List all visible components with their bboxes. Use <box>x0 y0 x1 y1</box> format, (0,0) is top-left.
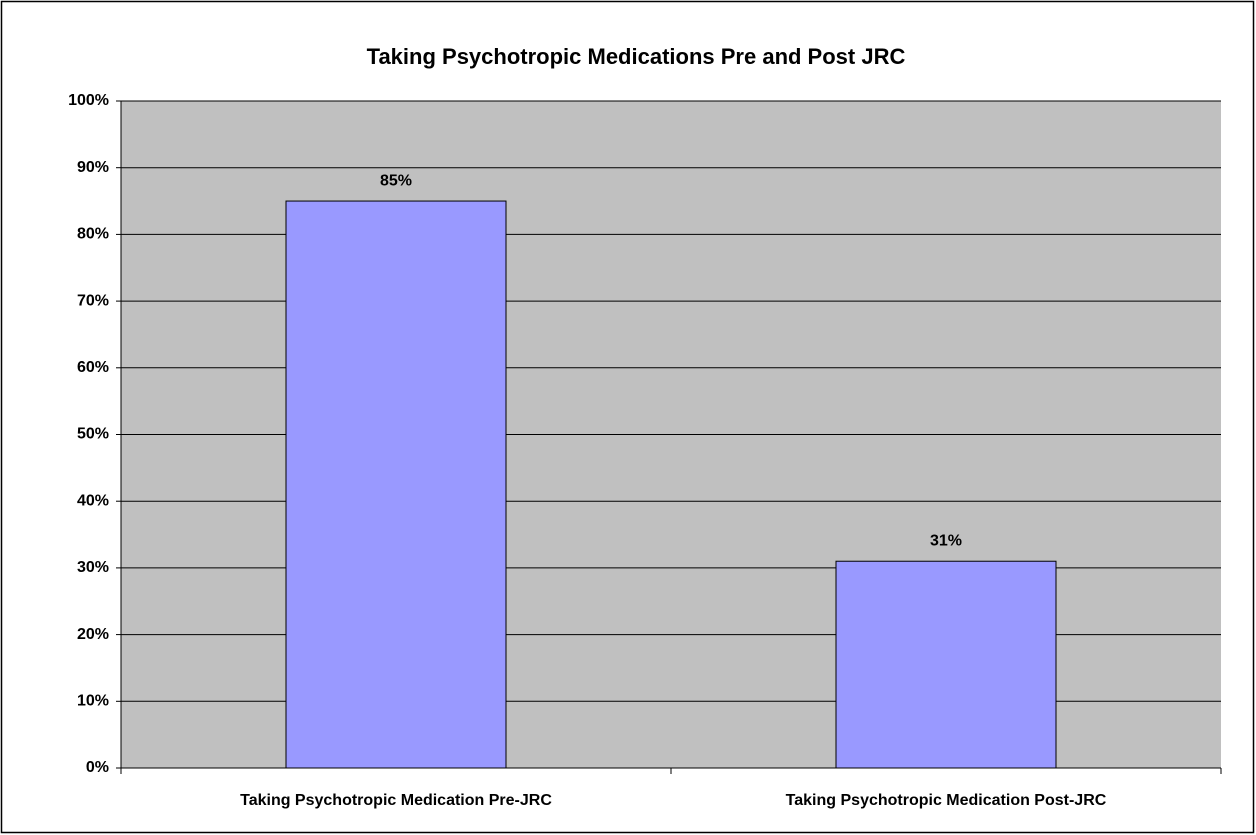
y-tick-label: 90% <box>77 159 109 176</box>
data-label: 85% <box>380 172 412 189</box>
y-tick-label: 50% <box>77 426 109 443</box>
y-tick-label: 30% <box>77 559 109 576</box>
x-tick-label: Taking Psychotropic Medication Pre-JRC <box>240 792 552 809</box>
y-tick-label: 60% <box>77 359 109 376</box>
bar <box>285 200 507 769</box>
y-tick-label: 80% <box>77 226 109 243</box>
y-tick-label: 10% <box>77 693 109 710</box>
y-tick-label: 100% <box>68 92 109 109</box>
y-tick-label: 70% <box>77 292 109 309</box>
bar <box>835 560 1057 769</box>
chart-title: Taking Psychotropic Medications Pre and … <box>367 44 906 69</box>
y-tick-label: 0% <box>86 759 109 776</box>
y-tick-label: 20% <box>77 626 109 643</box>
y-tick-label: 40% <box>77 492 109 509</box>
x-tick-label: Taking Psychotropic Medication Post-JRC <box>786 792 1107 809</box>
data-label: 31% <box>930 532 962 549</box>
